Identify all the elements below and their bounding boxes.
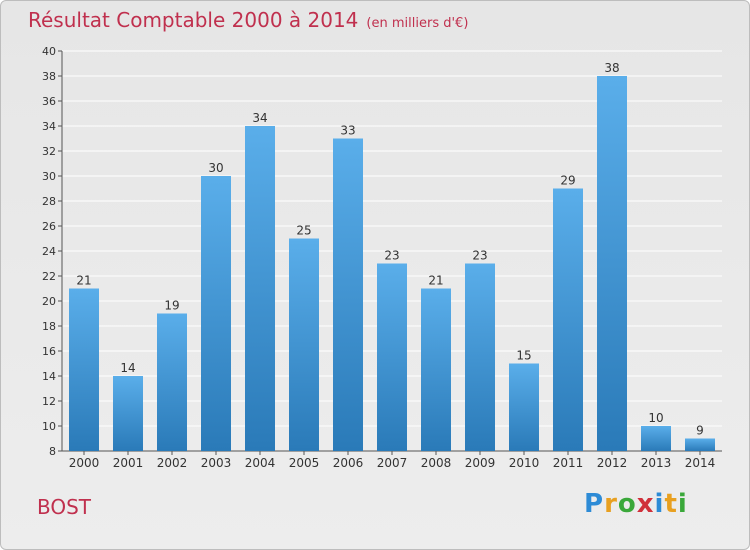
value-label-2011: 29 [560, 174, 575, 188]
logo-letter: P [584, 489, 605, 519]
logo-letter: i [654, 489, 665, 519]
bar-2010 [509, 363, 539, 451]
bar-2012 [597, 76, 627, 451]
value-label-2014: 9 [696, 424, 704, 438]
bar-2008 [421, 288, 451, 451]
bar-2009 [465, 263, 495, 451]
x-tick-label-2010: 2010 [509, 456, 540, 470]
y-tick-label: 34 [42, 120, 56, 133]
proxiti-logo: Proxiti [584, 489, 688, 519]
logo-letter: x [636, 489, 655, 519]
value-label-2012: 38 [604, 61, 619, 75]
y-tick-label: 32 [42, 145, 56, 158]
value-label-2008: 21 [428, 274, 443, 288]
value-label-2001: 14 [120, 361, 135, 375]
x-tick-label-2006: 2006 [333, 456, 364, 470]
bars [69, 76, 715, 451]
value-label-2009: 23 [472, 249, 487, 263]
y-tick-label: 20 [42, 295, 56, 308]
y-tick-label: 10 [42, 420, 56, 433]
y-tick-label: 36 [42, 95, 56, 108]
x-tick-label-2011: 2011 [553, 456, 584, 470]
y-tick-label: 38 [42, 70, 56, 83]
bar-2014 [685, 438, 715, 451]
logo-letter: r [604, 489, 618, 519]
value-label-2002: 19 [164, 299, 179, 313]
value-label-2007: 23 [384, 249, 399, 263]
x-tick-label-2000: 2000 [69, 456, 100, 470]
labels: 8 10 12 14 16 18 20 22 24 26 28 30 32 34 36 38 40 21 2000 1… [42, 45, 715, 470]
x-tick-label-2001: 2001 [113, 456, 144, 470]
title-text: Résultat Comptable 2000 à 2014 [28, 8, 359, 32]
bar-2003 [201, 176, 231, 451]
y-tick-label: 28 [42, 195, 56, 208]
x-tick-label-2002: 2002 [157, 456, 188, 470]
bar-2013 [641, 426, 671, 451]
y-tick-label: 40 [42, 45, 56, 58]
bar-2001 [113, 376, 143, 451]
y-tick-label: 14 [42, 370, 56, 383]
value-label-2004: 34 [252, 111, 267, 125]
y-tick-label: 24 [42, 245, 56, 258]
x-tick-label-2003: 2003 [201, 456, 232, 470]
x-tick-label-2005: 2005 [289, 456, 320, 470]
bar-2007 [377, 263, 407, 451]
x-tick-label-2009: 2009 [465, 456, 496, 470]
value-label-2013: 10 [648, 411, 663, 425]
x-tick-label-2004: 2004 [245, 456, 276, 470]
y-tick-label: 30 [42, 170, 56, 183]
logo-letter: o [617, 489, 637, 519]
bar-2006 [333, 138, 363, 451]
bar-2005 [289, 238, 319, 451]
y-tick-label: 8 [49, 445, 56, 458]
bar-2011 [553, 188, 583, 451]
value-label-2003: 30 [208, 161, 223, 175]
logo-letter: t [664, 489, 678, 519]
x-tick-label-2012: 2012 [597, 456, 628, 470]
value-label-2006: 33 [340, 124, 355, 138]
y-tick-label: 16 [42, 345, 56, 358]
bar-2004 [245, 126, 275, 451]
value-label-2010: 15 [516, 349, 531, 363]
title-unit: (en milliers d'€) [366, 16, 469, 31]
value-label-2000: 21 [76, 274, 91, 288]
commune-name: BOST [37, 495, 92, 519]
x-tick-label-2008: 2008 [421, 456, 452, 470]
y-tick-label: 18 [42, 320, 56, 333]
y-tick-label: 12 [42, 395, 56, 408]
x-tick-label-2014: 2014 [685, 456, 716, 470]
chart-title: Résultat Comptable 2000 à 2014 (en millie… [28, 8, 468, 32]
y-tick-label: 22 [42, 270, 56, 283]
y-tick-label: 26 [42, 220, 56, 233]
bar-2000 [69, 288, 99, 451]
x-tick-label-2013: 2013 [641, 456, 672, 470]
x-tick-label-2007: 2007 [377, 456, 408, 470]
bar-2002 [157, 313, 187, 451]
logo-letter: i [677, 489, 688, 519]
value-label-2005: 25 [296, 224, 311, 238]
